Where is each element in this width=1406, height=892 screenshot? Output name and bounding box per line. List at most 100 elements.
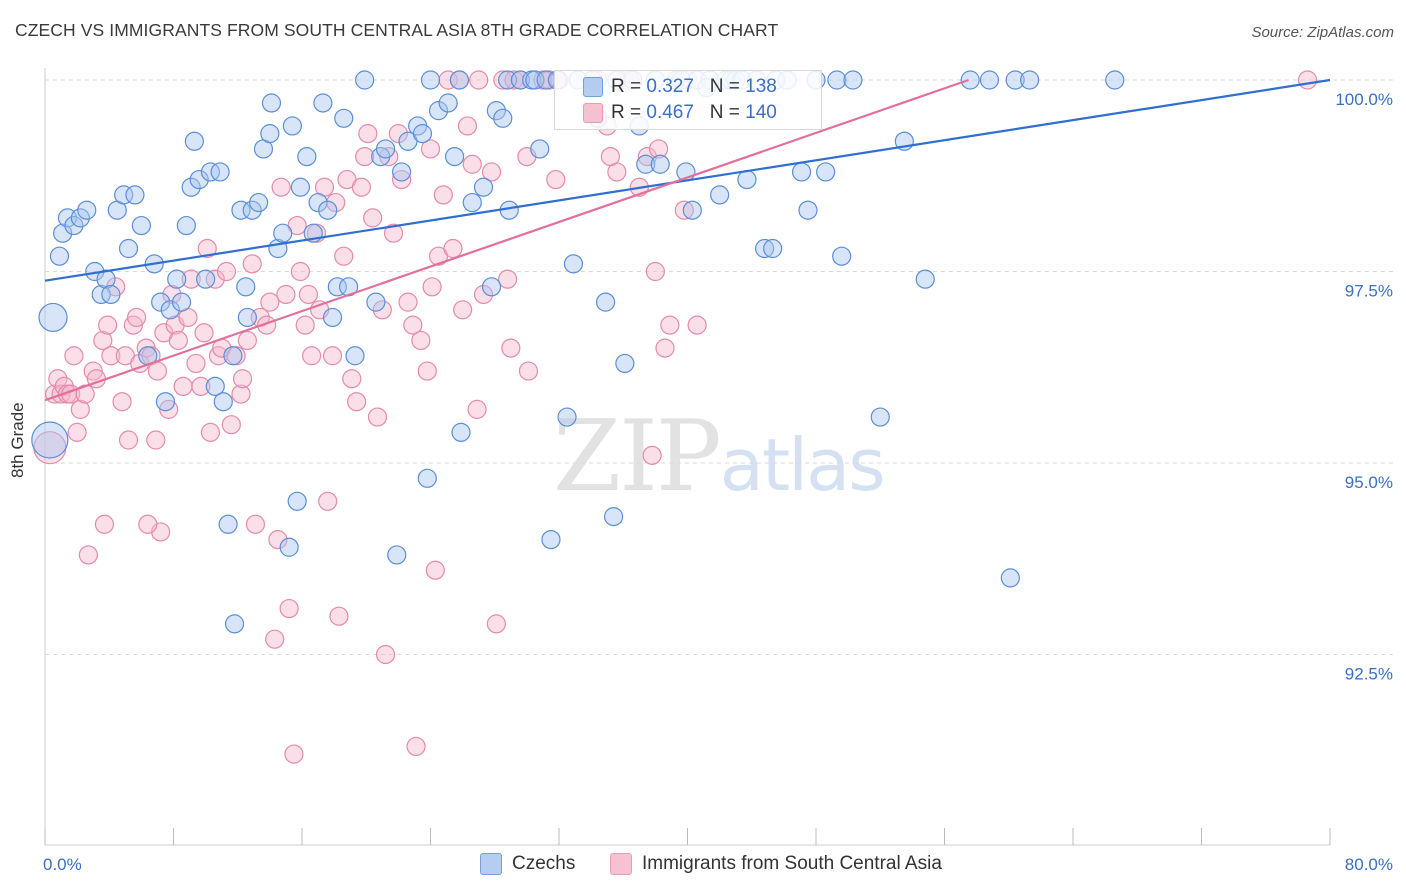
immigrants-point — [469, 70, 489, 90]
immigrants-point — [375, 644, 396, 665]
source-label: Source: ZipAtlas.com — [1251, 24, 1394, 41]
czech-point — [189, 169, 209, 190]
czech-point — [77, 200, 97, 220]
watermark: ZIPatlas — [553, 400, 886, 514]
bottom-czech-label: Czechs — [512, 853, 576, 874]
czech-point — [763, 238, 783, 259]
immigrants-point — [329, 606, 349, 626]
immigrants-point — [295, 315, 315, 335]
czech-r-value: 0.327 — [646, 76, 694, 97]
trend-lines — [44, 78, 1331, 402]
immigrants-point — [467, 399, 487, 419]
immigrants-point — [147, 361, 168, 381]
czech-point — [1005, 70, 1025, 90]
immigrants-point — [194, 323, 214, 343]
czech-point — [125, 185, 145, 205]
immigrants-point — [403, 315, 423, 335]
czech-point — [279, 537, 299, 557]
immigrants-point — [355, 147, 375, 167]
immigrants-point — [351, 177, 372, 197]
immigrants-point — [245, 514, 266, 534]
correlation-legend: R = 0.327 N = 138 R = 0.467 N = 140 — [554, 70, 822, 130]
czech-point — [242, 200, 262, 220]
czech-point — [650, 154, 670, 174]
y-tick-label: 95.0% — [1345, 473, 1393, 492]
immigrants-point — [276, 284, 296, 305]
czech-point — [737, 169, 757, 190]
immigrants-point — [205, 269, 225, 289]
immigrants-point — [363, 208, 383, 228]
czech-point — [481, 277, 502, 297]
immigrants-points — [33, 70, 1318, 764]
czech-swatch — [583, 77, 603, 97]
czech-point — [196, 269, 216, 289]
czech-point — [827, 70, 847, 90]
bottom-immig-swatch — [610, 853, 632, 875]
immigrants-point — [118, 430, 139, 450]
immigrants-point — [687, 315, 707, 335]
immigrants-point — [372, 300, 392, 320]
immigrants-point — [645, 261, 665, 282]
czech-point — [375, 139, 396, 159]
czech-point — [176, 215, 196, 236]
immigrants-point — [221, 415, 241, 435]
czech-point — [557, 407, 577, 427]
immigrants-point — [433, 185, 453, 205]
czech-point — [91, 284, 111, 305]
czech-point — [327, 277, 347, 297]
bottom-legend-czech: Czechs — [480, 850, 575, 878]
czech-point — [832, 246, 852, 266]
immigrants-point — [279, 598, 299, 619]
czech-point — [462, 192, 482, 213]
czech-point — [155, 392, 176, 412]
czech-point — [615, 353, 635, 374]
immigrants-point — [290, 261, 310, 282]
immigrants-point — [660, 315, 680, 335]
immigrants-point — [358, 124, 378, 144]
czech-point — [510, 70, 531, 90]
immigrants-point — [600, 147, 621, 167]
czech-point — [261, 93, 282, 113]
czech-point — [322, 307, 343, 328]
immigrants-point — [162, 284, 182, 305]
immigrants-trend-line — [44, 78, 969, 402]
y-tick-label: 97.5% — [1345, 282, 1393, 301]
czech-point — [412, 124, 433, 144]
immigrants-point — [237, 330, 257, 351]
czech-point — [53, 223, 73, 243]
immigrants-point — [642, 445, 662, 465]
czech-point — [636, 154, 656, 174]
immigrants-point — [181, 269, 201, 289]
czech-point — [595, 292, 616, 312]
immigrants-point — [1297, 70, 1318, 90]
immigrants-point — [391, 169, 412, 190]
immigrants-point — [322, 346, 343, 366]
immigrants-point — [388, 124, 408, 144]
immigrants-point — [425, 560, 445, 580]
czech-point — [473, 177, 494, 197]
czech-point — [160, 300, 180, 320]
czech-point — [1105, 70, 1125, 90]
czech-point — [181, 177, 201, 197]
immigrants-point — [98, 315, 118, 335]
czech-point — [64, 215, 84, 236]
czech-points — [31, 70, 1125, 634]
immigrants-point — [457, 116, 478, 136]
czech-point — [184, 131, 204, 151]
immigrants-point — [284, 744, 304, 764]
immigrants-point — [123, 315, 143, 335]
czech-point — [870, 407, 890, 427]
czech-point — [563, 254, 584, 274]
czech-point — [541, 529, 561, 550]
czech-point — [260, 124, 280, 144]
immigrants-point — [318, 491, 338, 511]
czech-point — [273, 223, 293, 243]
czech-point — [420, 70, 441, 90]
immigrants-point — [191, 376, 211, 396]
watermark-zip: ZIP — [553, 400, 722, 514]
immigrants-point — [232, 369, 253, 389]
immigrants-point — [70, 399, 90, 419]
czech-point — [449, 70, 470, 90]
czech-point — [49, 246, 70, 266]
